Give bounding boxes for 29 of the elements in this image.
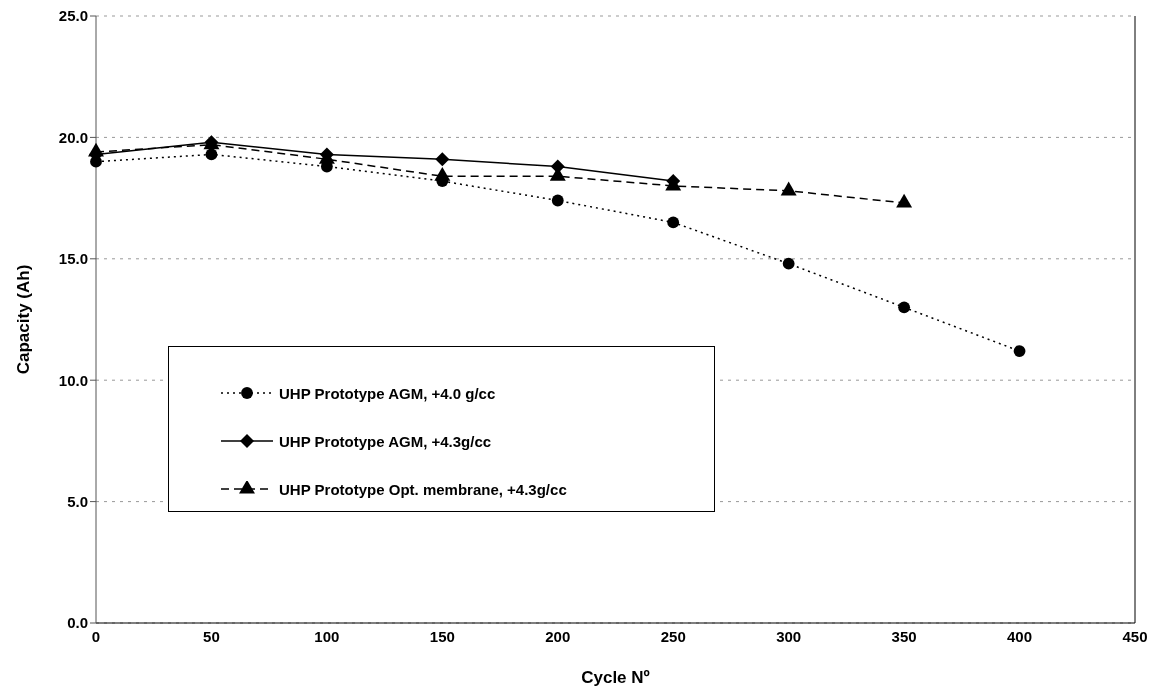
point [898, 301, 911, 314]
x-tick-label: 350 [891, 627, 917, 645]
x-axis-title: Cycle Nº [581, 668, 650, 687]
x-tick-label: 300 [776, 627, 802, 645]
point [435, 152, 450, 167]
y-tick-label: 0.0 [67, 614, 88, 632]
x-tick-label: 50 [203, 627, 220, 645]
y-tick-label: 10.0 [58, 371, 88, 389]
legend-label: UHP Prototype Opt. membrane, +4.3g/cc [279, 480, 567, 498]
point [667, 216, 680, 229]
y-tick-label: 15.0 [58, 250, 88, 268]
x-tick-label: 400 [1007, 627, 1033, 645]
legend-label: UHP Prototype AGM, +4.0 g/cc [279, 384, 496, 402]
point [782, 257, 795, 270]
x-tick-label: 0 [91, 627, 101, 645]
y-tick-label: 5.0 [67, 492, 88, 510]
y-tick-label: 25.0 [58, 7, 88, 25]
y-axis-title: Capacity (Ah) [14, 264, 34, 375]
x-tick-label: 250 [660, 627, 686, 645]
x-tick-label: 450 [1122, 627, 1148, 645]
x-tick-label: 200 [545, 627, 571, 645]
point [551, 194, 564, 207]
legend-label: UHP Prototype AGM, +4.3g/cc [279, 432, 492, 450]
point [205, 148, 218, 161]
point [550, 159, 565, 174]
point [1013, 345, 1026, 357]
x-tick-label: 100 [314, 627, 340, 645]
x-tick-label: 150 [429, 627, 455, 645]
y-tick-label: 20.0 [58, 128, 88, 146]
